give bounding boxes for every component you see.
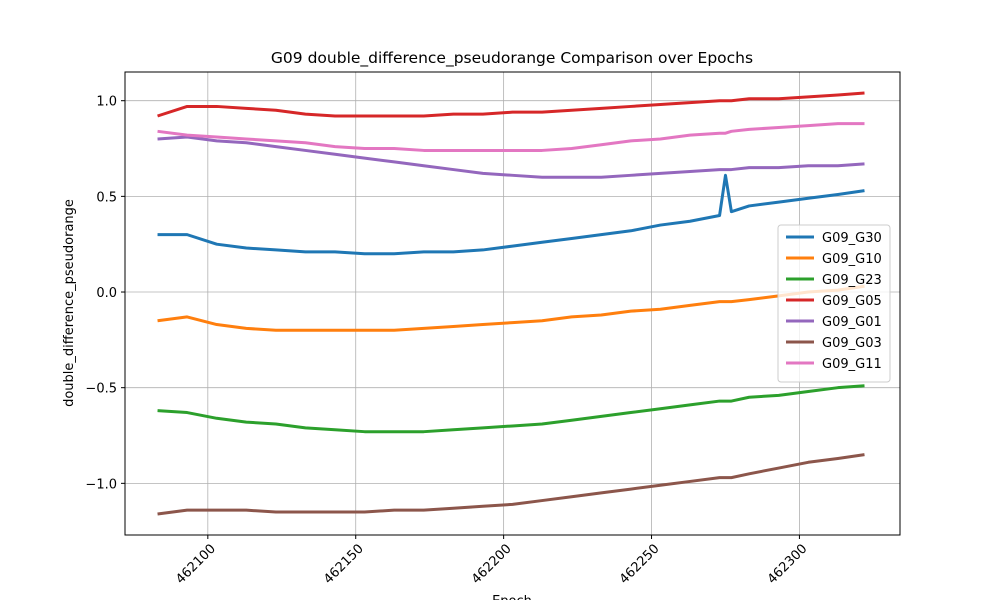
y-tick-label: 0.0: [96, 286, 117, 301]
legend-label: G09_G05: [822, 294, 882, 309]
chart-title: G09 double_difference_pseudorange Compar…: [271, 49, 753, 68]
legend-label: G09_G01: [822, 315, 882, 330]
plot-frame: [124, 71, 901, 536]
data-line: [157, 135, 865, 179]
y-tick-label: −1.0: [85, 477, 117, 492]
data-line: [157, 122, 865, 152]
y-tick-label: 1.0: [96, 95, 117, 110]
data-line: [157, 384, 865, 434]
legend: G09_G30 G09_G10 G09_G23 G09_G05 G09_G01 G09_G…: [777, 224, 891, 383]
legend-label: G09_G11: [822, 357, 882, 372]
legend-label: G09_G30: [822, 231, 882, 246]
data-line: [157, 173, 865, 256]
legend-label: G09_G03: [822, 336, 882, 351]
data-line: [157, 91, 865, 118]
y-axis-label: double_difference_pseudorange: [62, 199, 77, 407]
legend-label: G09_G23: [822, 273, 882, 288]
y-tick-label: −0.5: [85, 382, 117, 397]
legend-label: G09_G10: [822, 252, 882, 267]
data-line: [157, 453, 865, 516]
y-tick-label: 0.5: [96, 190, 117, 205]
x-axis-label: Epoch: [492, 594, 532, 600]
data-line: [157, 284, 865, 332]
